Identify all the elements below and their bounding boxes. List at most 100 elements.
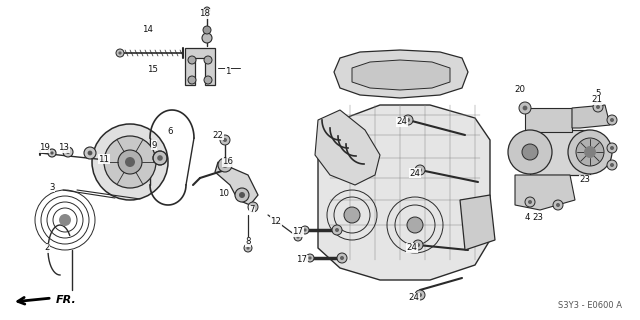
Circle shape bbox=[556, 203, 560, 207]
Circle shape bbox=[303, 228, 307, 232]
Circle shape bbox=[296, 236, 300, 239]
Text: 1: 1 bbox=[225, 68, 231, 76]
Circle shape bbox=[340, 256, 344, 260]
Text: 17: 17 bbox=[296, 255, 307, 265]
Circle shape bbox=[220, 135, 230, 145]
Text: 15: 15 bbox=[147, 66, 159, 75]
Circle shape bbox=[418, 293, 422, 297]
Circle shape bbox=[406, 118, 410, 122]
Circle shape bbox=[610, 146, 614, 150]
Circle shape bbox=[63, 147, 73, 157]
Circle shape bbox=[48, 149, 56, 157]
Circle shape bbox=[407, 217, 423, 233]
Polygon shape bbox=[334, 50, 468, 98]
Circle shape bbox=[188, 76, 196, 84]
Text: 17: 17 bbox=[292, 228, 303, 236]
Circle shape bbox=[88, 151, 92, 156]
Circle shape bbox=[308, 256, 312, 260]
Text: 8: 8 bbox=[245, 237, 251, 246]
Circle shape bbox=[92, 124, 168, 200]
Polygon shape bbox=[315, 110, 380, 185]
Text: 22: 22 bbox=[212, 131, 223, 140]
Circle shape bbox=[202, 33, 212, 43]
Polygon shape bbox=[515, 175, 575, 210]
Circle shape bbox=[553, 200, 563, 210]
Circle shape bbox=[415, 165, 425, 175]
Circle shape bbox=[523, 106, 527, 110]
Polygon shape bbox=[318, 105, 490, 280]
Text: 24: 24 bbox=[397, 117, 408, 126]
Circle shape bbox=[235, 188, 249, 202]
Text: 3: 3 bbox=[49, 182, 55, 191]
Circle shape bbox=[204, 76, 212, 84]
Circle shape bbox=[222, 162, 228, 168]
Text: 24: 24 bbox=[410, 169, 420, 178]
Circle shape bbox=[607, 143, 617, 153]
Circle shape bbox=[344, 207, 360, 223]
Circle shape bbox=[251, 205, 255, 209]
Circle shape bbox=[415, 290, 425, 300]
Circle shape bbox=[522, 144, 538, 160]
Polygon shape bbox=[525, 108, 572, 132]
Circle shape bbox=[118, 52, 122, 55]
Circle shape bbox=[610, 163, 614, 167]
Circle shape bbox=[246, 246, 250, 250]
Circle shape bbox=[203, 26, 211, 34]
Circle shape bbox=[593, 102, 603, 112]
Circle shape bbox=[525, 197, 535, 207]
Circle shape bbox=[84, 147, 96, 159]
Circle shape bbox=[528, 200, 532, 204]
Circle shape bbox=[418, 168, 422, 172]
Text: 21: 21 bbox=[591, 95, 602, 105]
Circle shape bbox=[596, 105, 600, 109]
Circle shape bbox=[416, 243, 420, 247]
Circle shape bbox=[584, 146, 596, 158]
Circle shape bbox=[332, 225, 342, 235]
Circle shape bbox=[116, 49, 124, 57]
Polygon shape bbox=[572, 105, 610, 128]
Text: 12: 12 bbox=[271, 217, 282, 226]
Circle shape bbox=[188, 56, 196, 64]
Text: 5: 5 bbox=[595, 89, 601, 98]
Text: 14: 14 bbox=[143, 26, 154, 35]
Circle shape bbox=[607, 160, 617, 170]
Circle shape bbox=[204, 56, 212, 64]
Circle shape bbox=[206, 9, 208, 11]
Text: 10: 10 bbox=[218, 188, 230, 197]
Circle shape bbox=[306, 254, 314, 262]
Text: 19: 19 bbox=[38, 143, 49, 153]
Text: 23: 23 bbox=[532, 213, 543, 222]
Circle shape bbox=[59, 214, 71, 226]
Text: S3Y3 - E0600 A: S3Y3 - E0600 A bbox=[558, 301, 622, 310]
Text: 18: 18 bbox=[200, 10, 211, 19]
Circle shape bbox=[576, 138, 604, 166]
Circle shape bbox=[508, 130, 552, 174]
Circle shape bbox=[403, 115, 413, 125]
Circle shape bbox=[125, 157, 135, 167]
Circle shape bbox=[248, 202, 258, 212]
Circle shape bbox=[66, 150, 70, 154]
Text: 11: 11 bbox=[99, 155, 109, 164]
Circle shape bbox=[244, 244, 252, 252]
Circle shape bbox=[607, 115, 617, 125]
Circle shape bbox=[118, 150, 142, 174]
Text: 13: 13 bbox=[58, 143, 70, 153]
Circle shape bbox=[104, 136, 156, 188]
Circle shape bbox=[568, 130, 612, 174]
Polygon shape bbox=[530, 130, 590, 175]
Polygon shape bbox=[185, 48, 215, 85]
Text: 6: 6 bbox=[167, 127, 173, 137]
Circle shape bbox=[413, 240, 423, 250]
Text: 2: 2 bbox=[44, 244, 50, 252]
Polygon shape bbox=[215, 162, 258, 205]
Circle shape bbox=[301, 226, 309, 234]
Text: 4: 4 bbox=[524, 213, 530, 222]
Text: 9: 9 bbox=[151, 140, 157, 149]
Polygon shape bbox=[352, 60, 450, 90]
Circle shape bbox=[204, 7, 210, 13]
Text: 16: 16 bbox=[223, 157, 234, 166]
Text: FR.: FR. bbox=[56, 295, 77, 305]
Text: 7: 7 bbox=[249, 205, 255, 214]
Circle shape bbox=[51, 151, 54, 155]
Text: 24: 24 bbox=[406, 244, 417, 252]
